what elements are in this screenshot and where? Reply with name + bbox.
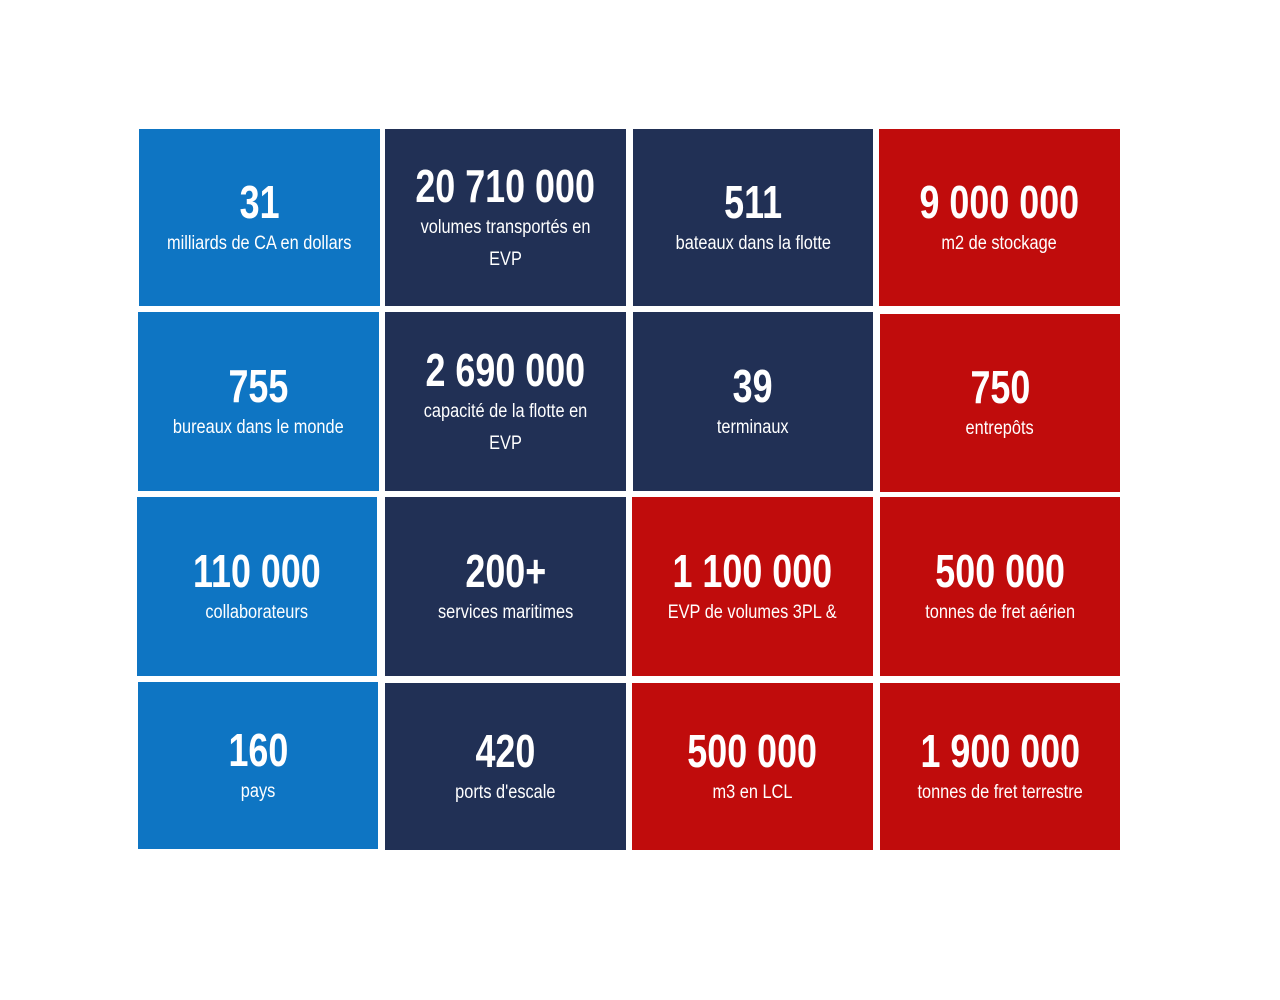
stat-value: 110 000: [193, 544, 321, 597]
stat-label: pays: [240, 780, 276, 802]
stat-label: milliards de CA en dollars: [167, 232, 352, 254]
stat-value: 500 000: [687, 724, 818, 777]
stat-value: 1 100 000: [672, 544, 833, 597]
stat-label: bateaux dans la flotte: [675, 232, 831, 254]
stat-label: tonnes de fret terrestre: [917, 781, 1083, 803]
stat-value: 420: [475, 724, 536, 777]
stat-tile-ships: 511 bateaux dans la flotte: [633, 129, 873, 306]
stat-tile-fleet-capacity: 2 690 000 capacité de la flotte en EVP: [385, 312, 626, 491]
stat-value: 750: [970, 361, 1030, 413]
stat-label: volumes transportés en EVP: [420, 216, 591, 270]
stat-value: 20 710 000: [415, 159, 596, 212]
stat-value: 755: [228, 359, 289, 412]
stat-value: 160: [228, 723, 288, 776]
stat-label: services maritimes: [437, 601, 574, 623]
stat-value: 31: [239, 175, 280, 228]
stat-tile-warehouses: 750 entrepôts: [880, 314, 1120, 492]
stat-tile-ports: 420 ports d'escale: [385, 683, 626, 850]
stat-label: m2 de stockage: [941, 232, 1058, 254]
stat-value: 500 000: [935, 544, 1065, 597]
stat-tile-maritime-services: 200+ services maritimes: [385, 497, 626, 676]
stat-tile-air-freight: 500 000 tonnes de fret aérien: [880, 497, 1120, 676]
stat-label: collaborateurs: [205, 601, 309, 623]
stat-tile-employees: 110 000 collaborateurs: [137, 497, 377, 676]
stat-value: 511: [724, 175, 782, 228]
stat-value: 2 690 000: [425, 343, 586, 396]
stat-label: tonnes de fret aérien: [925, 601, 1075, 623]
stat-label: bureaux dans le monde: [173, 416, 344, 438]
stat-tile-road-freight: 1 900 000 tonnes de fret terrestre: [880, 683, 1120, 850]
stat-tile-offices: 755 bureaux dans le monde: [138, 312, 379, 491]
stat-tile-storage: 9 000 000 m2 de stockage: [879, 129, 1120, 306]
stat-value: 39: [733, 359, 773, 412]
stat-tile-3pl-volumes: 1 100 000 EVP de volumes 3PL &: [632, 497, 873, 676]
stat-label: EVP de volumes 3PL &: [668, 601, 837, 623]
stat-label: entrepôts: [965, 418, 1035, 439]
stat-tile-revenue: 31 milliards de CA en dollars: [139, 129, 380, 306]
stat-tile-countries: 160 pays: [138, 682, 378, 849]
stat-value: 1 900 000: [920, 724, 1080, 777]
stat-value: 200+: [465, 544, 546, 597]
stat-tile-lcl: 500 000 m3 en LCL: [632, 683, 873, 850]
stat-tile-terminals: 39 terminaux: [633, 312, 873, 491]
stat-label: ports d'escale: [455, 781, 556, 803]
stat-value: 9 000 000: [919, 175, 1080, 228]
stat-label: capacité de la flotte en EVP: [423, 400, 588, 454]
stat-label: terminaux: [717, 416, 789, 438]
stat-label: m3 en LCL: [712, 781, 793, 803]
stat-tile-volumes: 20 710 000 volumes transportés en EVP: [385, 129, 626, 306]
